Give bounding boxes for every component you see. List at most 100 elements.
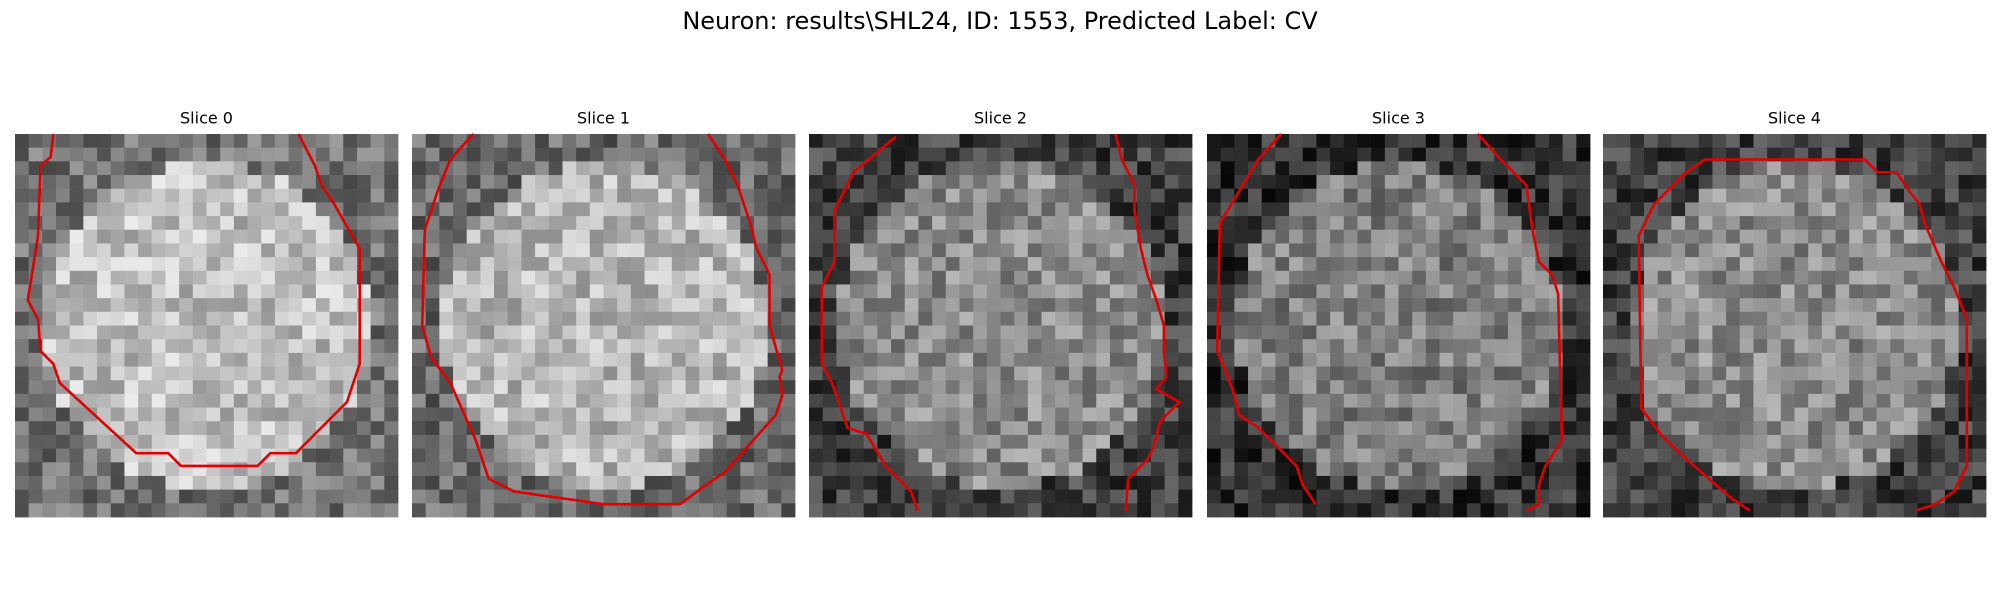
pixel xyxy=(959,147,974,162)
pixel xyxy=(973,270,988,285)
pixel xyxy=(233,421,248,436)
pixel xyxy=(1944,434,1960,450)
pixel xyxy=(288,311,303,326)
pixel xyxy=(1480,434,1495,450)
pixel xyxy=(1876,325,1891,340)
pixel xyxy=(1068,407,1083,422)
pixel xyxy=(685,216,700,231)
pixel xyxy=(850,298,865,313)
pixel xyxy=(1903,229,1919,244)
pixel xyxy=(959,325,974,340)
pixel xyxy=(329,311,344,326)
pixel xyxy=(1000,448,1015,463)
pixel xyxy=(1207,147,1222,162)
pixel xyxy=(850,352,865,367)
pixel xyxy=(945,311,960,326)
pixel xyxy=(1109,216,1125,231)
pixel xyxy=(138,448,153,463)
pixel xyxy=(850,243,865,258)
pixel xyxy=(507,393,522,408)
pixel xyxy=(973,489,988,504)
pixel xyxy=(1931,407,1946,422)
pixel xyxy=(1466,489,1481,504)
pixel xyxy=(603,352,618,367)
pixel xyxy=(1055,475,1070,491)
pixel xyxy=(1753,284,1768,299)
pixel xyxy=(1275,448,1290,463)
pixel xyxy=(1944,489,1960,504)
pixel xyxy=(1494,257,1509,272)
pixel xyxy=(986,339,1001,354)
pixel xyxy=(1794,175,1809,190)
pixel xyxy=(1917,462,1932,477)
pixel xyxy=(1453,339,1468,354)
pixel xyxy=(1849,325,1864,340)
pixel xyxy=(384,421,399,436)
pixel xyxy=(1150,339,1166,354)
pixel xyxy=(850,284,865,299)
pixel xyxy=(466,298,481,313)
pixel xyxy=(1685,366,1700,381)
pixel xyxy=(1289,339,1304,354)
pixel xyxy=(28,380,43,395)
pixel xyxy=(1535,489,1550,504)
pixel xyxy=(1931,134,1946,149)
pixel xyxy=(1644,161,1659,176)
pixel xyxy=(1357,243,1372,258)
pixel xyxy=(1371,202,1386,217)
pixel xyxy=(603,229,618,244)
pixel xyxy=(274,393,289,408)
pixel xyxy=(28,257,43,272)
pixel xyxy=(589,243,604,258)
pixel xyxy=(1220,257,1235,272)
pixel xyxy=(384,257,399,272)
pixel xyxy=(1357,380,1372,395)
pixel xyxy=(1164,352,1179,367)
pixel xyxy=(1507,475,1523,491)
pixel xyxy=(918,434,933,450)
pixel xyxy=(1412,175,1427,190)
pixel xyxy=(630,462,645,477)
pixel xyxy=(1014,311,1029,326)
pixel xyxy=(959,270,974,285)
pixel xyxy=(179,161,194,176)
pixel xyxy=(1876,311,1891,326)
pixel xyxy=(124,380,139,395)
pixel xyxy=(1917,325,1932,340)
pixel xyxy=(932,434,947,450)
pixel xyxy=(753,475,769,491)
pixel xyxy=(918,352,933,367)
pixel xyxy=(56,284,71,299)
pixel xyxy=(548,393,563,408)
pixel xyxy=(1275,393,1290,408)
pixel xyxy=(247,229,262,244)
pixel xyxy=(1644,352,1659,367)
pixel xyxy=(685,311,700,326)
pixel xyxy=(97,503,112,518)
pixel xyxy=(1248,229,1263,244)
pixel xyxy=(1261,216,1276,231)
pixel xyxy=(548,475,563,491)
pixel xyxy=(1712,311,1727,326)
pixel xyxy=(603,366,618,381)
pixel xyxy=(1384,393,1399,408)
pixel xyxy=(1753,393,1768,408)
pixel xyxy=(1931,284,1946,299)
pixel xyxy=(233,134,248,149)
pixel xyxy=(1603,503,1618,518)
pixel xyxy=(1821,489,1836,504)
pixel xyxy=(1849,134,1864,149)
pixel xyxy=(110,393,125,408)
pixel xyxy=(247,366,262,381)
pixel xyxy=(165,421,180,436)
pixel xyxy=(220,147,235,162)
pixel xyxy=(1150,243,1166,258)
pixel xyxy=(1521,407,1536,422)
pixel xyxy=(1330,147,1345,162)
pixel xyxy=(1876,175,1891,190)
pixel xyxy=(1535,175,1550,190)
pixel xyxy=(891,134,906,149)
pixel xyxy=(1630,325,1645,340)
pixel xyxy=(644,229,659,244)
pixel xyxy=(699,202,714,217)
